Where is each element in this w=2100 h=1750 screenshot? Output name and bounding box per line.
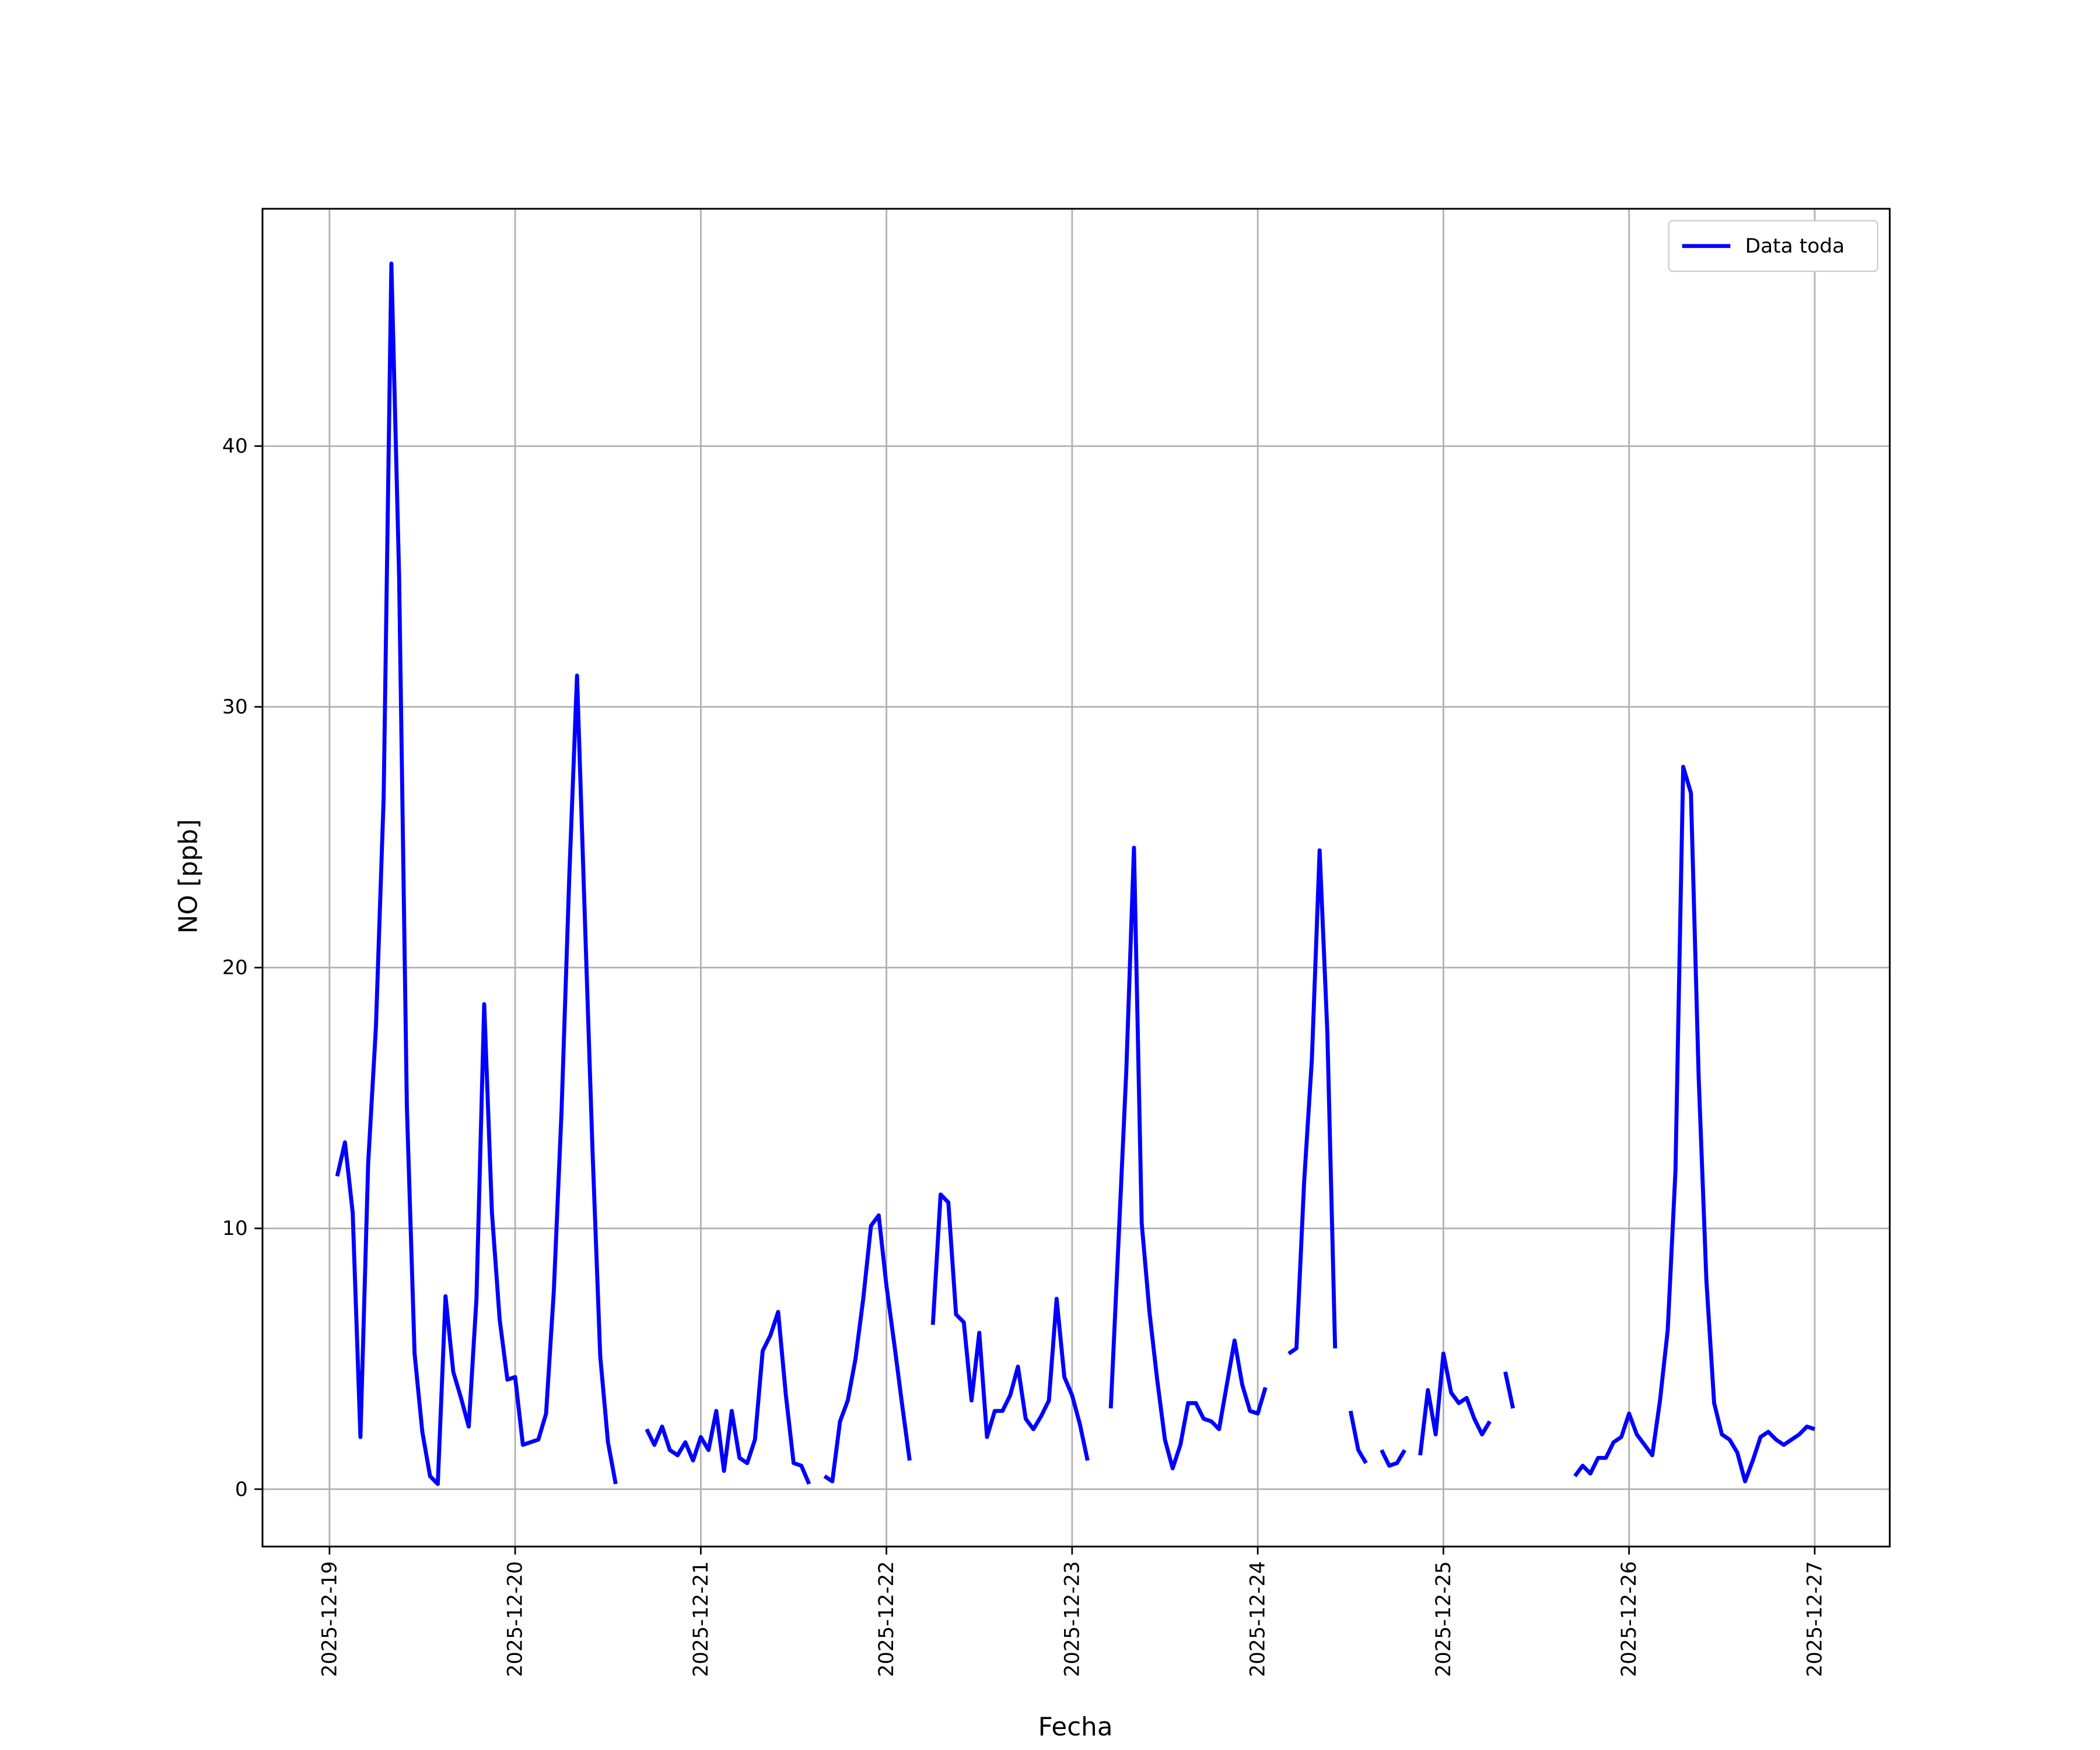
x-axis-label: Fecha xyxy=(1038,1713,1113,1742)
legend-label: Data toda xyxy=(1745,235,1845,258)
x-tick-label: 2025-12-21 xyxy=(690,1561,713,1677)
y-tick-label: 40 xyxy=(222,435,248,458)
x-tick-label: 2025-12-19 xyxy=(318,1561,341,1677)
x-tick-label: 2025-12-24 xyxy=(1247,1561,1270,1677)
legend-box xyxy=(1668,220,1879,272)
x-tick-label: 2025-12-25 xyxy=(1432,1561,1455,1677)
data-line xyxy=(335,261,1816,1486)
plot-frame xyxy=(261,208,1891,1548)
y-tick-label: 30 xyxy=(222,695,248,719)
x-tick-label: 2025-12-27 xyxy=(1803,1561,1826,1677)
y-tick-label: 10 xyxy=(222,1217,248,1240)
x-tick-label: 2025-12-22 xyxy=(875,1561,898,1677)
y-axis-label: NO [ppb] xyxy=(174,819,203,933)
x-tick-label: 2025-12-26 xyxy=(1618,1561,1641,1677)
y-tick-label: 20 xyxy=(222,956,248,979)
x-tick-label: 2025-12-20 xyxy=(503,1561,527,1677)
y-tick-label: 0 xyxy=(235,1478,248,1501)
x-tick-label: 2025-12-23 xyxy=(1060,1561,1084,1677)
